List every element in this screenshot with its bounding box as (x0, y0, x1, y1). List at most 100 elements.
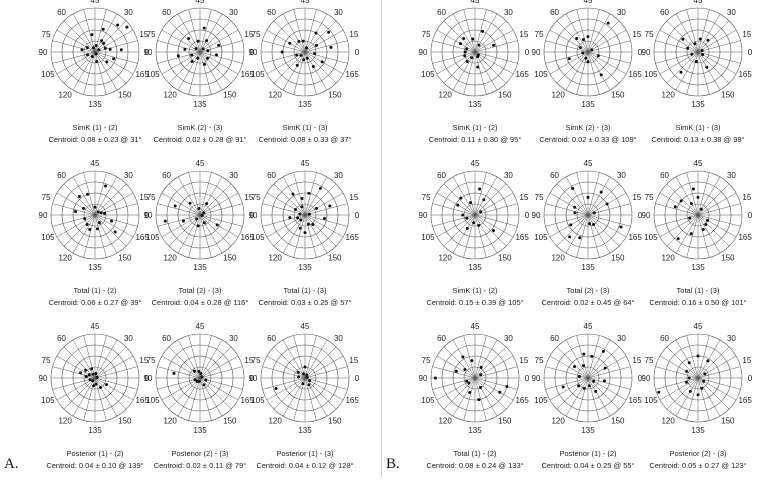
polar-plot-b-0-2: 0 15 30 45 60 75 90 105 120 135 150 165 SimK (1) - (… (642, 0, 753, 144)
data-point (582, 386, 586, 390)
angle-tick-label: 75 (645, 356, 654, 365)
polar-spoke (199, 377, 239, 401)
data-point (196, 56, 200, 60)
polar-spoke (262, 40, 306, 53)
angle-tick-label: 15 (632, 193, 641, 202)
polar-spoke (304, 214, 348, 227)
angle-tick-label: 75 (252, 356, 261, 365)
polar-spoke (94, 339, 118, 379)
polar-spoke (474, 377, 507, 410)
polar-spoke (443, 20, 476, 53)
angle-tick-label: 45 (584, 322, 593, 331)
angle-tick-label: 45 (301, 322, 310, 331)
data-point (99, 211, 103, 215)
polar-spoke (675, 377, 699, 417)
data-point (679, 70, 683, 74)
angle-tick-label: 60 (660, 8, 669, 17)
data-point (586, 35, 590, 39)
data-point (205, 56, 209, 60)
polar-spoke (63, 20, 96, 53)
data-point (314, 31, 318, 35)
data-point (673, 205, 677, 209)
polar-spoke (282, 176, 306, 216)
angle-tick-label: 60 (660, 171, 669, 180)
data-point (202, 383, 206, 387)
angle-tick-label: 150 (118, 417, 132, 426)
polar-spoke (63, 183, 96, 216)
data-point (681, 37, 685, 41)
data-point (295, 63, 299, 67)
data-point (476, 55, 480, 59)
polar-spoke (452, 214, 476, 254)
polar-spoke (443, 183, 476, 216)
plot-centroid: Centroid: 0.05 ± 0.27 @ 123° (649, 461, 746, 470)
angle-tick-label: 75 (422, 356, 431, 365)
polar-spoke (94, 335, 107, 379)
angle-tick-label: 135 (88, 426, 102, 435)
data-point (594, 389, 598, 393)
data-point (433, 376, 437, 380)
polar-spoke (436, 214, 476, 238)
angle-tick-label: 105 (534, 233, 548, 242)
data-point (587, 384, 591, 388)
angle-tick-label: 45 (694, 0, 703, 5)
angle-tick-label: 60 (57, 334, 66, 343)
polar-spoke (304, 335, 317, 379)
angle-tick-label: 165 (628, 396, 642, 405)
data-point (84, 374, 88, 378)
angle-tick-label: 150 (498, 417, 512, 426)
polar-spoke (94, 51, 107, 95)
angle-tick-label: 150 (721, 417, 735, 426)
polar-plot-b-0-1: 0 15 30 45 60 75 90 105 120 135 150 165 SimK (2) - (… (532, 0, 643, 144)
data-point (92, 384, 96, 388)
data-point (696, 354, 700, 358)
polar-spoke (199, 29, 239, 53)
data-point (459, 42, 463, 46)
angle-tick-label: 30 (124, 8, 133, 17)
polar-spoke (304, 377, 344, 401)
plot-centroid: Centroid: 0.16 ± 0.50 @ 101° (649, 298, 746, 307)
data-point (577, 384, 581, 388)
angle-tick-label: 135 (193, 263, 207, 272)
polar-plot-b-2-1: 0 15 30 45 60 75 90 105 120 135 150 165 Posterior (1… (532, 322, 643, 470)
polar-spoke (697, 29, 737, 53)
polar-spoke (432, 203, 476, 216)
data-point (468, 201, 472, 205)
angle-tick-label: 105 (251, 233, 265, 242)
polar-spoke (94, 13, 118, 53)
polar-spoke (587, 9, 600, 53)
data-point (295, 53, 299, 57)
polar-spoke (545, 40, 589, 53)
angle-tick-label: 45 (301, 159, 310, 168)
angle-tick-label: 165 (135, 396, 149, 405)
polar-plot-a-0-2: 0 15 30 45 60 75 90 105 120 135 150 165 SimK (1) - (… (249, 0, 360, 144)
data-point (481, 29, 485, 33)
polar-spoke (655, 366, 699, 379)
polar-spoke (161, 29, 201, 53)
data-point (462, 37, 466, 41)
data-point (190, 53, 194, 57)
data-point (86, 53, 90, 57)
data-point (706, 219, 710, 222)
data-point (305, 56, 309, 60)
plot-title: Posterior (1) - (2) (66, 449, 124, 458)
polar-spoke (697, 51, 721, 91)
angle-tick-label: 0 (748, 374, 753, 383)
polar-spoke (587, 176, 611, 216)
data-point (199, 372, 203, 376)
data-point (297, 39, 301, 43)
polar-spoke (94, 366, 138, 379)
data-point (176, 54, 180, 58)
data-point (684, 380, 688, 384)
data-point (463, 54, 467, 58)
data-point (197, 370, 201, 374)
angle-tick-label: 45 (91, 0, 100, 5)
angle-tick-label: 120 (58, 91, 72, 100)
angle-tick-label: 165 (135, 233, 149, 242)
polar-spoke (72, 176, 96, 216)
polar-spoke (697, 346, 730, 379)
angle-tick-label: 15 (632, 356, 641, 365)
data-point (690, 52, 694, 56)
data-point (298, 226, 302, 230)
polar-spoke (273, 20, 306, 53)
